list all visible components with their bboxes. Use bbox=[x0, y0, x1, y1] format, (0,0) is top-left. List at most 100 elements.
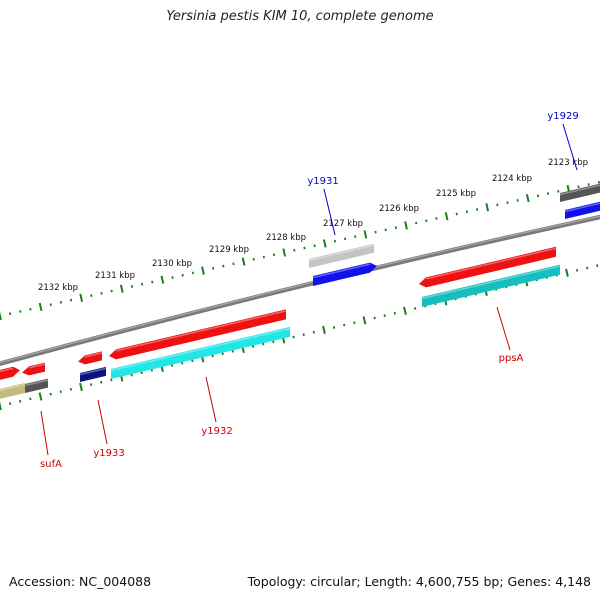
inner-tick-mark bbox=[302, 333, 305, 336]
gene-sufA-red-b-shine bbox=[28, 363, 46, 369]
scale-label: 2124 kbp bbox=[492, 174, 532, 184]
gene-y1929-gray bbox=[560, 183, 600, 202]
inner-tick-mark bbox=[362, 316, 367, 325]
outer-tick-mark bbox=[384, 228, 387, 232]
outer-tick-mark bbox=[29, 307, 32, 311]
outer-tick-mark bbox=[100, 291, 103, 295]
scale-label: 2126 kbp bbox=[379, 204, 419, 214]
inner-tick-mark bbox=[373, 316, 376, 320]
gene-label-sufA: sufA bbox=[40, 459, 62, 470]
inner-tick-mark bbox=[38, 392, 43, 401]
outer-tick-mark bbox=[110, 289, 113, 293]
accession-text: Accession: NC_004088 bbox=[9, 574, 152, 589]
inner-tick-mark bbox=[575, 269, 579, 272]
inner-tick-mark bbox=[79, 382, 83, 392]
outer-tick-mark bbox=[577, 185, 580, 189]
gene-y1932-red-shine bbox=[115, 310, 287, 352]
outer-tick-mark bbox=[354, 235, 357, 239]
inner-tick-mark bbox=[353, 321, 356, 325]
inner-tick-mark bbox=[59, 390, 62, 394]
gene-ppsA-red bbox=[419, 246, 556, 288]
inner-tick-mark bbox=[181, 361, 184, 365]
inner-tick-mark bbox=[586, 266, 589, 270]
gene-sufA-red-a-shine bbox=[0, 367, 14, 373]
outer-tick-mark bbox=[252, 257, 255, 261]
inner-tick-mark bbox=[150, 368, 154, 372]
inner-tick-mark bbox=[332, 326, 336, 329]
outer-tick-mark bbox=[90, 294, 93, 297]
gene-y1931-blue-shine bbox=[312, 263, 371, 279]
outer-tick-mark bbox=[160, 275, 165, 284]
gene-y1933-navy bbox=[80, 366, 106, 382]
gene-sufA-olive-shine bbox=[0, 383, 26, 392]
scale-label: 2129 kbp bbox=[209, 245, 249, 255]
outer-tick-mark bbox=[241, 257, 246, 266]
gene-y1931-blue bbox=[313, 262, 377, 286]
outer-tick-mark bbox=[0, 311, 2, 321]
scale-label: 2123 kbp bbox=[548, 158, 588, 168]
outer-tick-mark bbox=[19, 310, 22, 313]
gene-y1931-gray-shine bbox=[308, 244, 375, 262]
inner-tick-mark bbox=[393, 311, 396, 315]
outer-tick-mark bbox=[455, 212, 458, 216]
outer-tick-mark bbox=[444, 212, 449, 221]
outer-scale-ticks bbox=[0, 180, 600, 321]
outer-tick-mark bbox=[435, 217, 438, 220]
inner-tick-mark bbox=[140, 371, 143, 375]
inner-tick-mark bbox=[49, 392, 52, 396]
outer-tick-mark bbox=[557, 189, 560, 193]
outer-tick-mark bbox=[272, 253, 276, 257]
gene-sufA-red-a bbox=[0, 366, 20, 380]
inner-tick-mark bbox=[383, 314, 386, 317]
inner-tick-mark bbox=[413, 307, 417, 310]
inner-tick-mark bbox=[8, 402, 12, 405]
outer-tick-mark bbox=[171, 276, 174, 279]
leader-line-ppsA bbox=[496, 306, 511, 351]
gene-y1931-gray bbox=[309, 243, 374, 268]
gene-ppsA-teal-shine bbox=[421, 265, 561, 300]
gene-sufA-red-b bbox=[22, 362, 45, 376]
gene-y1929-blue bbox=[565, 201, 600, 219]
outer-tick-mark bbox=[536, 194, 540, 198]
outer-tick-mark bbox=[485, 203, 490, 212]
outer-tick-mark bbox=[201, 266, 205, 275]
leader-line-sufA bbox=[40, 410, 49, 456]
gene-ppsA-teal bbox=[422, 264, 560, 307]
outer-tick-mark bbox=[597, 180, 600, 184]
inner-tick-mark bbox=[110, 378, 113, 382]
outer-tick-mark bbox=[394, 226, 397, 229]
outer-tick-mark bbox=[425, 219, 428, 223]
outer-tick-mark bbox=[119, 284, 124, 293]
outer-tick-mark bbox=[404, 221, 408, 230]
inner-tick-mark bbox=[312, 330, 316, 334]
inner-tick-mark bbox=[69, 387, 73, 391]
scale-label: 2131 kbp bbox=[95, 271, 135, 281]
outer-tick-mark bbox=[363, 230, 368, 239]
leader-line-y1932 bbox=[205, 376, 217, 423]
inner-tick-mark bbox=[170, 364, 174, 367]
inner-tick-mark bbox=[596, 264, 599, 268]
inner-tick-mark bbox=[221, 352, 224, 356]
leader-line-y1929 bbox=[562, 123, 578, 171]
gene-label-ppsA: ppsA bbox=[499, 353, 524, 364]
outer-tick-mark bbox=[496, 203, 499, 207]
inner-tick-mark bbox=[0, 401, 2, 411]
gene-sufA-olive bbox=[0, 382, 25, 399]
gene-y1932-cyan-shine bbox=[110, 327, 291, 372]
outer-tick-mark bbox=[374, 230, 377, 234]
inner-tick-mark bbox=[130, 373, 133, 377]
outer-tick-mark bbox=[212, 267, 215, 270]
outer-tick-mark bbox=[506, 201, 509, 205]
outer-tick-mark bbox=[140, 282, 144, 286]
outer-tick-mark bbox=[587, 183, 590, 186]
outer-tick-mark bbox=[282, 248, 287, 257]
gene-y1932-red bbox=[109, 309, 286, 360]
inner-tick-mark bbox=[100, 380, 103, 384]
leader-line-y1931 bbox=[323, 188, 336, 236]
leader-line-y1933 bbox=[97, 399, 108, 445]
outer-tick-mark bbox=[130, 285, 134, 288]
gene-y1933-navy-shine bbox=[79, 367, 107, 376]
outer-tick-mark bbox=[69, 298, 73, 302]
outer-tick-mark bbox=[49, 303, 52, 307]
